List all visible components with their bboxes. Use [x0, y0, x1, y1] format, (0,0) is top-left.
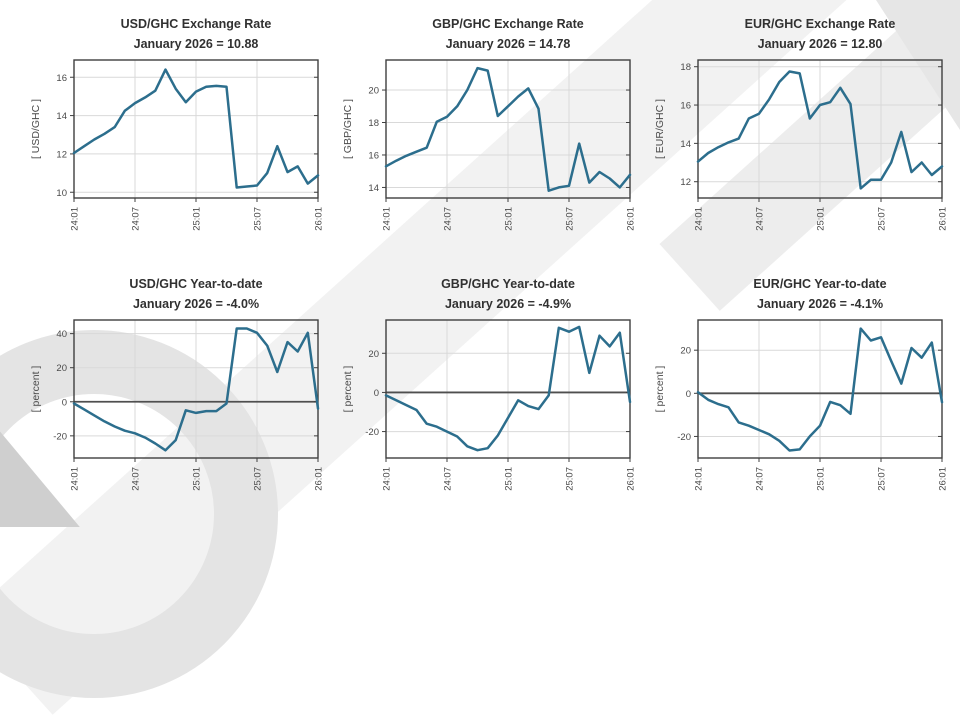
x-tick-label: 26:01	[938, 467, 949, 491]
x-tick-label: 25:01	[192, 207, 203, 231]
y-axis-label: [ EUR/GHC ]	[654, 99, 666, 159]
chart-title: GBP/GHC Exchange Rate	[432, 17, 584, 31]
y-tick-label: 14	[680, 139, 691, 150]
data-series-line	[384, 66, 632, 192]
chart-title: EUR/GHC Exchange Rate	[744, 17, 896, 31]
chart-subtitle: January 2026 = 14.78	[445, 37, 571, 51]
y-tick-label: 14	[56, 111, 67, 122]
x-tick-label: 24:07	[131, 467, 142, 491]
plot-area: -20 0 20 40 24:01 24:07 25:01 25:07 26:01 [ perce…	[30, 319, 325, 491]
chart-subtitle: January 2026 = -4.9%	[444, 297, 572, 311]
x-tick-label: 26:01	[938, 207, 949, 231]
y-tick-label: 20	[56, 363, 67, 374]
x-tick-label: 24:01	[382, 467, 393, 491]
y-axis-label: [ USD/GHC ]	[30, 99, 42, 159]
chart-subtitle: January 2026 = 12.80	[757, 37, 883, 51]
chart-subtitle: January 2026 = -4.1%	[756, 297, 884, 311]
y-tick-label: 18	[368, 118, 379, 129]
x-tick-label: 24:01	[70, 207, 81, 231]
x-tick-label: 24:01	[694, 467, 705, 491]
chart-title: USD/GHC Year-to-date	[129, 277, 263, 291]
chart-grid: USD/GHC Exchange Rate January 2026 = 10.…	[24, 14, 954, 504]
x-tick-label: 25:01	[816, 467, 827, 491]
chart-subtitle: January 2026 = -4.0%	[132, 297, 260, 311]
x-tick-label: 26:01	[626, 467, 637, 491]
x-tick-label: 25:07	[253, 207, 264, 231]
chart-eur-ghc-exchange-rate: EUR/GHC Exchange Rate January 2026 = 12.…	[648, 14, 954, 244]
y-tick-label: 20	[368, 86, 379, 97]
data-series-line	[696, 70, 944, 190]
x-tick-label: 26:01	[626, 207, 637, 231]
y-tick-label: 14	[368, 183, 379, 194]
y-tick-label: 20	[368, 349, 379, 360]
y-tick-label: 0	[374, 388, 379, 399]
data-series-line	[72, 68, 320, 189]
y-tick-label: -20	[53, 431, 67, 442]
x-tick-label: 24:07	[755, 207, 766, 231]
plot-area: -20 0 20 24:01 24:07 25:01 25:07 26:01 [ percent…	[654, 319, 949, 491]
x-tick-label: 24:07	[131, 207, 142, 231]
y-axis-label: [ GBP/GHC ]	[342, 99, 354, 159]
data-series-line	[384, 325, 632, 452]
x-tick-label: 24:07	[755, 467, 766, 491]
plot-area: 12 14 16 18 24:01 24:07 25:01 25:07 26:01 [ EUR/G…	[654, 59, 949, 231]
y-tick-label: 40	[56, 329, 67, 340]
x-tick-label: 24:01	[382, 207, 393, 231]
x-tick-label: 25:07	[253, 467, 264, 491]
chart-subtitle: January 2026 = 10.88	[133, 37, 259, 51]
data-series-line	[72, 327, 320, 452]
chart-eur-ghc-year-to-date: EUR/GHC Year-to-date January 2026 = -4.1…	[648, 274, 954, 504]
y-axis-label: [ percent ]	[30, 366, 42, 413]
chart-gbp-ghc-year-to-date: GBP/GHC Year-to-date January 2026 = -4.9…	[336, 274, 642, 504]
chart-usd-ghc-year-to-date: USD/GHC Year-to-date January 2026 = -4.0…	[24, 274, 330, 504]
x-tick-label: 24:01	[694, 207, 705, 231]
y-tick-label: 18	[680, 62, 691, 73]
x-tick-label: 25:01	[816, 207, 827, 231]
plot-area: -20 0 20 24:01 24:07 25:01 25:07 26:01 [ percent…	[342, 319, 637, 491]
y-tick-label: 12	[680, 177, 691, 188]
chart-title: EUR/GHC Year-to-date	[753, 277, 887, 291]
chart-gbp-ghc-exchange-rate: GBP/GHC Exchange Rate January 2026 = 14.…	[336, 14, 642, 244]
x-tick-label: 24:07	[443, 207, 454, 231]
x-tick-label: 25:01	[504, 467, 515, 491]
y-tick-label: 12	[56, 149, 67, 160]
y-tick-label: 16	[368, 150, 379, 161]
y-axis-label: [ percent ]	[342, 366, 354, 413]
x-tick-label: 26:01	[314, 467, 325, 491]
x-tick-label: 24:07	[443, 467, 454, 491]
x-tick-label: 25:01	[192, 467, 203, 491]
x-tick-label: 25:01	[504, 207, 515, 231]
x-tick-label: 26:01	[314, 207, 325, 231]
y-tick-label: 0	[686, 389, 691, 400]
x-tick-label: 25:07	[877, 207, 888, 231]
chart-title: GBP/GHC Year-to-date	[441, 277, 575, 291]
y-tick-label: 16	[56, 73, 67, 84]
x-tick-label: 25:07	[565, 467, 576, 491]
x-tick-label: 25:07	[877, 467, 888, 491]
data-series-line	[696, 327, 944, 452]
y-tick-label: -20	[365, 427, 379, 438]
y-tick-label: -20	[677, 432, 691, 443]
y-tick-label: 16	[680, 101, 691, 112]
plot-area: 10 12 14 16 24:01 24:07 25:01 25:07 26:01 [ USD/G…	[30, 59, 325, 231]
chart-title: USD/GHC Exchange Rate	[120, 17, 272, 31]
y-axis-label: [ percent ]	[654, 366, 666, 413]
y-tick-label: 0	[62, 397, 67, 408]
x-tick-label: 24:01	[70, 467, 81, 491]
chart-usd-ghc-exchange-rate: USD/GHC Exchange Rate January 2026 = 10.…	[24, 14, 330, 244]
y-tick-label: 20	[680, 346, 691, 357]
plot-area: 14 16 18 20 24:01 24:07 25:01 25:07 26:01 [ GBP/G…	[342, 59, 637, 231]
y-tick-label: 10	[56, 188, 67, 199]
x-tick-label: 25:07	[565, 207, 576, 231]
